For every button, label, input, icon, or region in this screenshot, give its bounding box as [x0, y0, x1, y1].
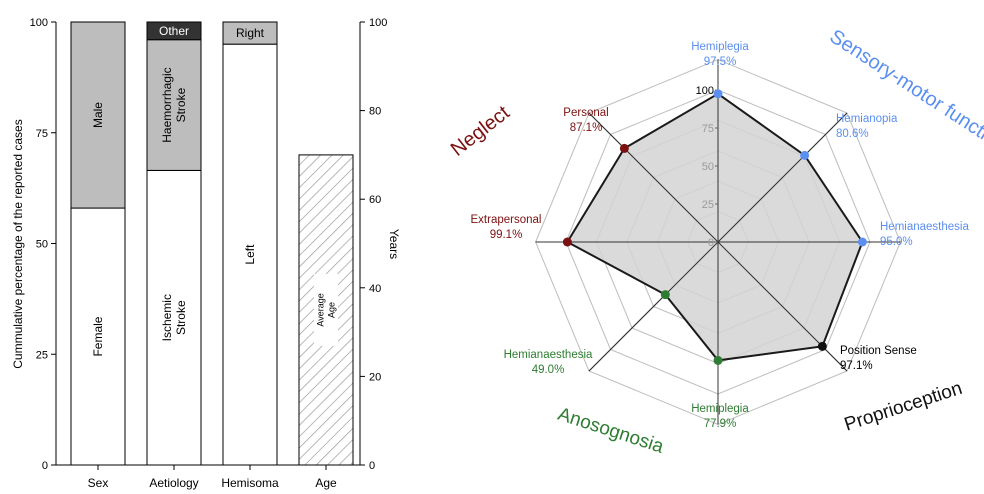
axis-label-hemianopia: Hemianopia [836, 113, 898, 125]
stacked-bar-chart: Female Male IschemicStroke HaemorrhagicStro… [11, 17, 401, 490]
bar-segment-aetiology-other [146, 21, 202, 41]
group-label-anosognosia: Anosognosia [555, 404, 666, 458]
y-axis-label: Cummulative percentage of the reported c… [11, 119, 25, 368]
bar-segment-sex-female [70, 207, 126, 466]
bar-segment-hemisoma-right [222, 21, 278, 45]
y2-tick-label: 0 [369, 460, 375, 472]
axis-value-label: 99.1% [490, 229, 523, 241]
axis-label-position-sense: Position Sense [840, 345, 917, 357]
r-tick-label: 50 [702, 161, 714, 173]
y-tick-label: 75 [36, 128, 48, 140]
y2-axis-label: Years [387, 229, 401, 259]
x-tick-label-age: Age [315, 476, 337, 490]
axis-label-hemiplegia: Hemiplegia [691, 403, 749, 415]
y-tick-label: 0 [42, 460, 48, 472]
group-label-neglect: Neglect [447, 101, 514, 160]
y2-tick-label: 100 [369, 17, 387, 29]
y-tick-label: 25 [36, 349, 48, 361]
segment-label-female: Female [91, 316, 105, 356]
y2-tick-label: 20 [369, 371, 381, 383]
radar-series: 0 25 50 75 100 [535, 59, 901, 425]
axis-value-label: 97.5% [704, 56, 737, 68]
segment-label-right: Right [236, 26, 265, 40]
radar-point-hemianaesthesia [660, 290, 670, 300]
axis-label-hemianaesthesia: Hemianaesthesia [880, 221, 969, 233]
axis-value-label: 80.6% [836, 128, 869, 140]
radar-point-extrapersonal [562, 237, 572, 247]
bar-segment-sex-male [70, 21, 126, 209]
radar-spoke-over [588, 112, 719, 243]
x-tick-label-hemisoma: Hemisoma [221, 476, 279, 490]
r-tick-label: 0 [708, 237, 714, 249]
axis-label-extrapersonal: Extrapersonal [471, 214, 542, 226]
r-tick-label: 75 [702, 123, 714, 135]
x-tick-label-aetiology: Aetiology [149, 476, 198, 490]
radar-point-hemiplegia [713, 89, 723, 99]
axis-label-hemianaesthesia: Hemianaesthesia [504, 349, 593, 361]
segment-label-other: Other [159, 24, 189, 38]
radar-spoke-over [588, 241, 719, 372]
bar-segment-aetiology-haemorrhagic-stroke [146, 39, 202, 171]
radar-axis-labels: Hemiplegia 97.5% Hemianopia 80.6% Hemianaest… [471, 41, 970, 430]
axis-value-label: 87.1% [570, 122, 603, 134]
radar-point-hemianopia [800, 150, 810, 160]
radar-point-personal [619, 143, 629, 153]
radar-point-position-sense [817, 341, 827, 351]
group-label-proprioception: Proprioception [842, 378, 965, 436]
axis-label-personal: Personal [563, 107, 608, 119]
y-tick-label: 50 [36, 239, 48, 251]
radar-chart: 0 25 50 75 100 Hemiplegia 97.5% Hemianopia 80.6… [447, 25, 984, 457]
axis-value-label: 97.1% [840, 360, 873, 372]
r-tick-label: 100 [696, 85, 714, 97]
segment-label-average-age: AverageAge [316, 293, 337, 326]
x-tick-label-sex: Sex [88, 476, 109, 490]
segment-label-haemorrhagic-stroke: HaemorrhagicStroke [160, 67, 188, 142]
y2-tick-label: 80 [369, 106, 381, 118]
axis-label-hemiplegia: Hemiplegia [691, 41, 749, 53]
axis-value-label: 49.0% [532, 364, 565, 376]
axis-value-label: 77.9% [704, 418, 737, 430]
segment-label-bg [314, 273, 338, 346]
r-tick-label: 25 [702, 199, 714, 211]
y2-tick-label: 40 [369, 283, 381, 295]
bar-segment-aetiology-ischemic-stroke [146, 169, 202, 466]
bar-axes: 0 25 50 75 100 0 20 40 60 80 100 Sex Aetiology Hemiso… [30, 17, 388, 490]
segment-label-male: Male [91, 102, 105, 128]
radar-spoke-over [717, 112, 848, 243]
segment-label-ischemic-stroke: IschemicStroke [160, 294, 188, 341]
y-tick-label: 100 [30, 17, 48, 29]
bar-series: Female Male IschemicStroke HaemorrhagicStro… [70, 21, 354, 466]
radar-point-hemiplegia [713, 355, 723, 365]
radar-point-hemianaesthesia [857, 237, 867, 247]
y2-tick-label: 60 [369, 194, 381, 206]
axis-value-label: 95.0% [880, 236, 913, 248]
segment-label-left: Left [243, 244, 257, 265]
